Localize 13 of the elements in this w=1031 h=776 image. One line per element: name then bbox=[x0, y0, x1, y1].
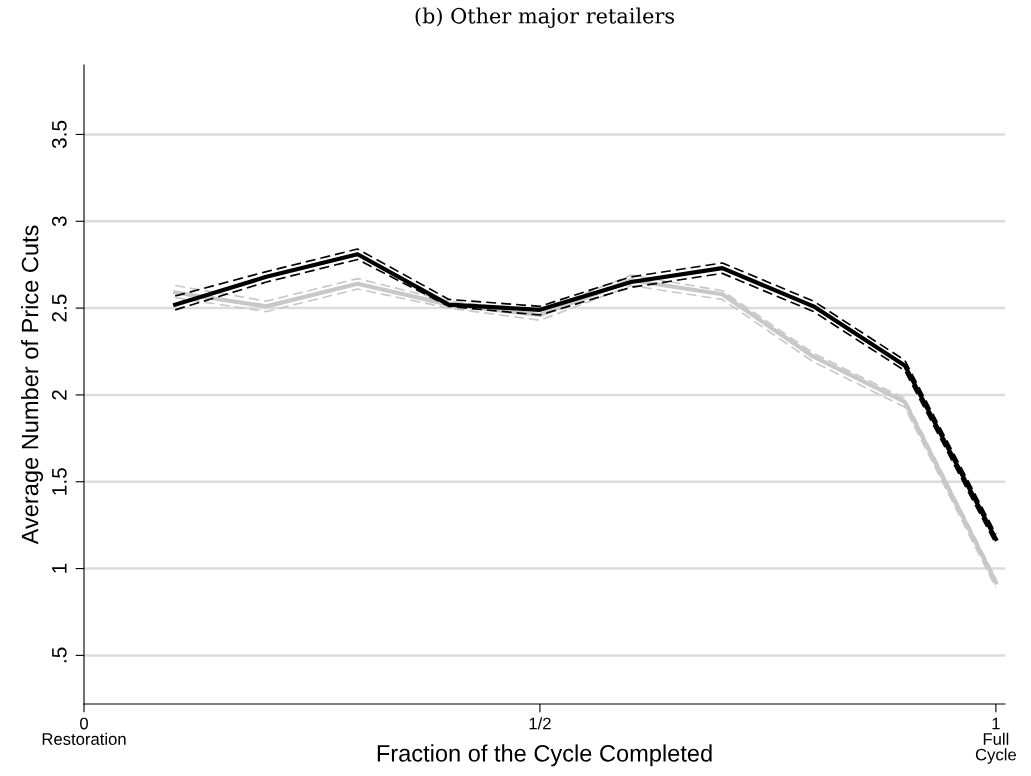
chart-title: (b) Other major retailers bbox=[415, 7, 674, 28]
y-tick-label: 2 bbox=[51, 390, 67, 400]
x-axis-title: Fraction of the Cycle Completed bbox=[377, 744, 712, 767]
y-axis-title: Average Number of Price Cuts bbox=[21, 225, 44, 545]
y-tick-label: 3 bbox=[51, 216, 67, 227]
y-tick-label: 1.5 bbox=[52, 468, 67, 495]
y-tick-label: 1 bbox=[52, 563, 67, 573]
y-tick-label: .5 bbox=[52, 647, 67, 663]
x-tick-label: 0 Restoration bbox=[42, 717, 126, 745]
y-tick-label: 3.5 bbox=[51, 120, 67, 149]
x-tick-label: 1 Full Cycle bbox=[975, 717, 1016, 764]
x-tick-label: 1/2 bbox=[529, 717, 551, 730]
y-tick-label: 2.5 bbox=[51, 294, 67, 322]
